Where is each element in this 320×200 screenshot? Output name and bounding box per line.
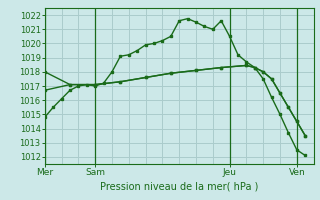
X-axis label: Pression niveau de la mer( hPa ): Pression niveau de la mer( hPa ) (100, 181, 258, 191)
